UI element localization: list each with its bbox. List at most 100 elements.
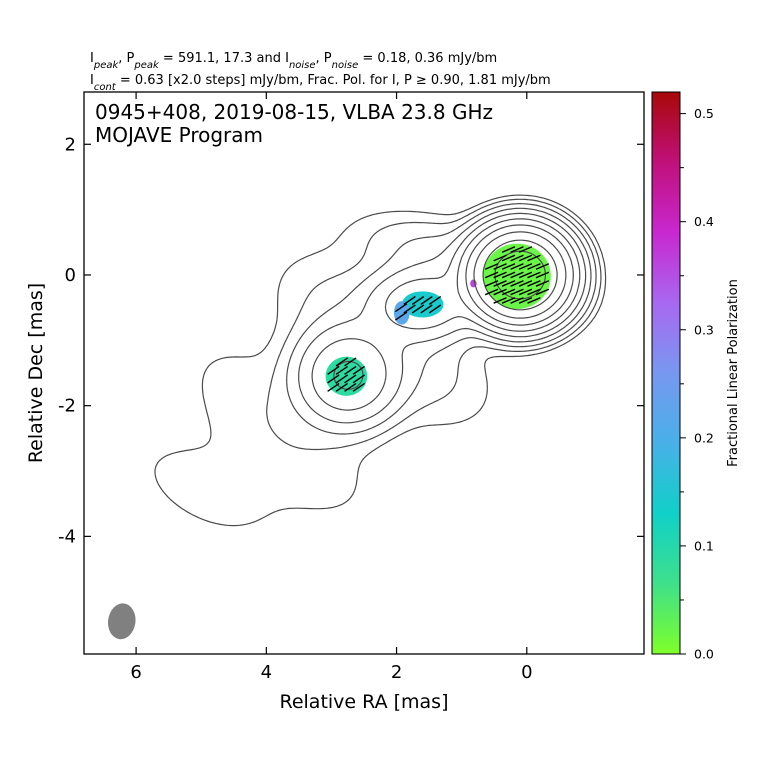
- evpa-stick-8: [510, 288, 524, 296]
- header-line-1: Ipeak, Ppeak = 591.1, 17.3 and Inoise, P…: [90, 51, 497, 71]
- contour-level-7: [473, 231, 567, 319]
- cb-tick-label-4: 0.4: [694, 214, 714, 229]
- evpa-stick-10: [493, 288, 507, 296]
- evpa-stick-15: [510, 280, 524, 287]
- x-axis-ticks: 6 4 2 0: [130, 92, 533, 683]
- colorbar-label: Fractional Linear Polarization: [726, 279, 741, 467]
- plot-frame: [83, 91, 645, 655]
- x-tick-label-3: 0: [521, 662, 532, 683]
- contour-level-9: [494, 250, 546, 300]
- y-tick-label-3: -4: [58, 526, 76, 547]
- y-tick-label-1: 0: [65, 265, 76, 286]
- contour-level-5: [333, 218, 581, 390]
- evpa-stick-4: [493, 297, 507, 304]
- evpa-stick-61: [335, 365, 349, 375]
- evpa-stick-23: [501, 271, 516, 279]
- evpa-stick-53: [335, 382, 349, 392]
- evpa-stick-60: [344, 365, 357, 375]
- evpa-stick-0: [527, 297, 541, 304]
- evpa-stick-9: [501, 288, 516, 296]
- evpa-stick-31: [493, 263, 507, 270]
- colorbar-gradient: [651, 91, 681, 655]
- evpa-stick-47: [411, 295, 425, 305]
- colorbar-ticks: 0.0 0.1 0.2 0.3 0.4 0.5: [680, 106, 714, 662]
- evpa-stick-3: [501, 297, 516, 304]
- contour-level-2: [286, 203, 597, 435]
- cb-tick-label-0: 0.0: [694, 647, 714, 662]
- contour-layer: [154, 194, 607, 527]
- evpa-stick-42: [420, 304, 433, 314]
- evpa-stick-32: [484, 263, 499, 270]
- evpa-stick-44: [403, 304, 416, 314]
- evpa-stick-49: [394, 311, 408, 321]
- beam-ellipse: [107, 603, 136, 640]
- chart-subtitle: MOJAVE Program: [95, 123, 263, 147]
- evpa-stick-64: [335, 357, 349, 367]
- y-axis-label: Relative Dec [mas]: [25, 283, 47, 463]
- y-axis-ticks: 2 0 -2 -4: [58, 134, 644, 547]
- evpa-stick-58: [327, 374, 340, 384]
- cb-tick-label-5: 0.5: [694, 106, 714, 121]
- evpa-stick-19: [535, 271, 550, 279]
- x-tick-label-2: 2: [391, 662, 402, 683]
- evpa-stick-16: [501, 280, 516, 287]
- contour-level-3: [298, 207, 592, 424]
- header-line-2: Icont = 0.63 [x2.0 steps] mJy/bm, Frac. …: [90, 73, 551, 93]
- evpa-stick-62: [327, 365, 340, 375]
- evpa-stick-63: [344, 357, 357, 367]
- evpa-stick-34: [518, 254, 533, 262]
- evpa-stick-26: [535, 263, 550, 270]
- evpa-stick-38: [518, 246, 533, 253]
- evpa-stick-5: [535, 288, 550, 296]
- evpa-stick-2: [510, 297, 524, 304]
- contour-level-1: [266, 198, 602, 451]
- evpa-stick-55: [352, 374, 365, 384]
- evpa-stick-59: [352, 365, 365, 375]
- evpa-stick-48: [403, 295, 416, 305]
- evpa-stick-28: [518, 263, 533, 270]
- chart-title: 0945+408, 2019-08-15, VLBA 23.8 GHz: [95, 100, 493, 124]
- evpa-stick-52: [344, 382, 357, 392]
- evpa-stick-39: [510, 246, 524, 253]
- y-tick-label-0: 2: [65, 134, 76, 155]
- evpa-stick-1: [518, 297, 533, 304]
- evpa-stick-43: [411, 304, 425, 314]
- evpa-stick-22: [510, 271, 524, 279]
- evpa-stick-37: [493, 254, 507, 262]
- evpa-stick-33: [527, 254, 541, 262]
- evpa-stick-46: [420, 295, 433, 305]
- contour-level-0: [154, 194, 607, 527]
- evpa-stick-54: [327, 382, 340, 392]
- evpa-stick-13: [527, 280, 541, 287]
- evpa-sticks-layer: [327, 246, 550, 392]
- evpa-stick-50: [394, 303, 408, 313]
- cb-tick-label-2: 0.2: [694, 430, 714, 445]
- evpa-stick-18: [484, 280, 499, 287]
- evpa-stick-27: [527, 263, 541, 270]
- x-tick-label-0: 6: [130, 662, 141, 683]
- evpa-stick-14: [518, 280, 533, 287]
- evpa-stick-24: [493, 271, 507, 279]
- x-tick-label-1: 4: [261, 662, 272, 683]
- evpa-stick-57: [335, 374, 349, 384]
- evpa-stick-6: [527, 288, 541, 296]
- y-tick-label-2: -2: [58, 396, 76, 417]
- beam-layer: [107, 603, 136, 640]
- cb-tick-label-1: 0.1: [694, 538, 714, 553]
- evpa-stick-7: [518, 288, 533, 296]
- evpa-stick-40: [501, 246, 516, 253]
- polarization-region-2: [393, 301, 410, 325]
- contour-level-4: [311, 212, 587, 411]
- evpa-stick-20: [527, 271, 541, 279]
- evpa-stick-12: [535, 280, 550, 287]
- contour-level-8: [482, 239, 558, 311]
- plot-area: [107, 194, 607, 640]
- evpa-stick-41: [428, 304, 442, 314]
- evpa-stick-36: [501, 254, 516, 262]
- colorbar: 0.0 0.1 0.2 0.3 0.4 0.5 Fractional Linear Pol…: [651, 91, 741, 662]
- evpa-stick-29: [510, 263, 524, 270]
- contour-level-6: [465, 224, 574, 326]
- evpa-stick-21: [518, 271, 533, 279]
- evpa-stick-17: [493, 280, 507, 287]
